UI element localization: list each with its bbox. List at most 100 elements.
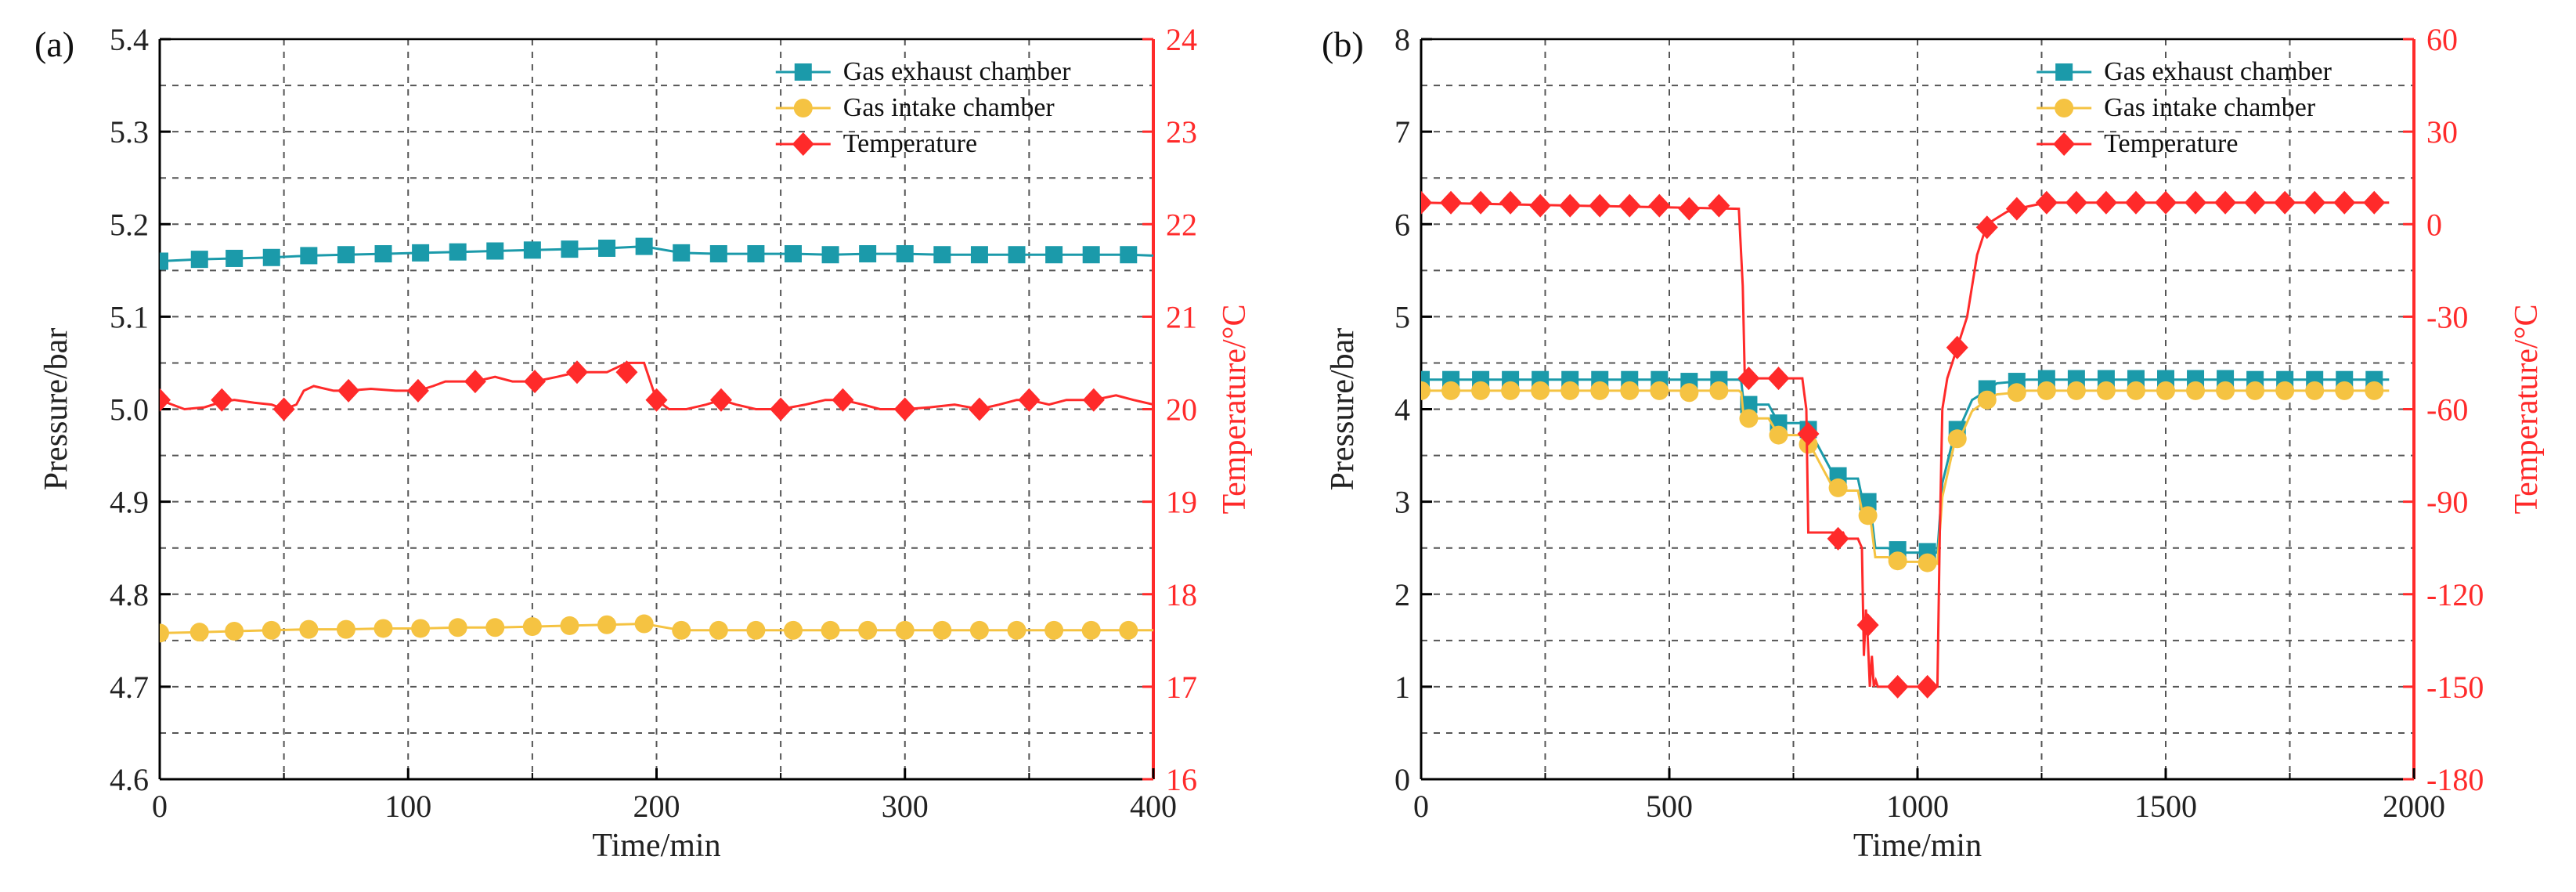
gas-exhaust-chamber-marker bbox=[1120, 246, 1138, 264]
gas-intake-chamber-marker bbox=[2246, 381, 2265, 400]
temperature-marker bbox=[2005, 197, 2028, 221]
x-tick-label: 300 bbox=[882, 789, 929, 824]
gas-exhaust-chamber-marker bbox=[1008, 246, 1026, 264]
gas-intake-chamber-marker bbox=[1119, 620, 1138, 640]
x-tick-label: 400 bbox=[1130, 789, 1177, 824]
x-tick-label: 200 bbox=[633, 789, 680, 824]
legend-marker-gas-intake-chamber bbox=[793, 99, 813, 117]
temperature-marker bbox=[645, 388, 668, 412]
temperature-marker bbox=[1529, 193, 1552, 218]
gas-intake-chamber-marker bbox=[746, 620, 766, 640]
gas-intake-chamber-marker bbox=[262, 620, 281, 640]
x-axis-title: Time/min bbox=[1853, 828, 1982, 864]
gas-intake-chamber-marker bbox=[2096, 381, 2116, 400]
gas-exhaust-chamber-line bbox=[160, 245, 1153, 262]
temperature-marker bbox=[1082, 388, 1105, 412]
gas-intake-chamber-marker bbox=[1977, 390, 1997, 410]
temperature-marker bbox=[1856, 613, 1879, 637]
gas-exhaust-chamber-marker bbox=[523, 241, 541, 259]
plot-area bbox=[1421, 190, 2390, 699]
gas-exhaust-chamber-marker bbox=[449, 243, 467, 261]
temperature-marker bbox=[2035, 190, 2058, 215]
gas-intake-chamber-marker bbox=[1709, 381, 1729, 400]
gas-exhaust-chamber-marker bbox=[412, 244, 430, 262]
gas-intake-chamber-marker bbox=[2305, 381, 2325, 400]
gas-intake-chamber-marker bbox=[2275, 381, 2295, 400]
temperature-marker bbox=[1018, 388, 1041, 412]
x-tick-label: 500 bbox=[1646, 789, 1693, 824]
temperature-marker bbox=[2214, 190, 2237, 215]
gas-exhaust-chamber-marker bbox=[635, 237, 653, 255]
legend-label-temperature: Temperature bbox=[2104, 129, 2238, 158]
temperature-marker bbox=[1648, 193, 1671, 218]
temperature-marker bbox=[211, 388, 233, 412]
y2-tick-label: -150 bbox=[2426, 670, 2484, 705]
gas-intake-chamber-marker bbox=[1044, 620, 1064, 640]
temperature-marker bbox=[1737, 367, 1760, 391]
temperature-marker bbox=[337, 378, 360, 403]
gas-exhaust-chamber-marker bbox=[896, 245, 914, 263]
y-tick-label: 5.0 bbox=[110, 392, 149, 428]
gas-exhaust-chamber-marker bbox=[1082, 246, 1100, 264]
gas-intake-chamber-marker bbox=[299, 619, 319, 639]
y2-tick-label: -60 bbox=[2426, 392, 2468, 428]
gas-intake-chamber-marker bbox=[1421, 381, 1431, 400]
temperature-marker bbox=[1440, 190, 1463, 215]
temperature-marker bbox=[2094, 190, 2117, 215]
legend-marker-gas-intake-chamber bbox=[2055, 99, 2074, 117]
temperature-marker bbox=[1678, 197, 1701, 221]
legend-marker-gas-exhaust-chamber bbox=[794, 63, 812, 81]
x-tick-label: 100 bbox=[384, 789, 431, 824]
plot-area bbox=[160, 237, 1153, 643]
panel-label: (b) bbox=[1322, 24, 1364, 64]
temperature-marker bbox=[2244, 190, 2267, 215]
gas-exhaust-chamber-marker bbox=[747, 245, 765, 263]
legend-label-gas-exhaust-chamber: Gas exhaust chamber bbox=[2104, 57, 2332, 86]
gas-intake-chamber-marker bbox=[634, 614, 654, 634]
gas-intake-chamber-marker bbox=[1769, 425, 1788, 445]
temperature-marker bbox=[2304, 190, 2326, 215]
gas-intake-chamber-marker bbox=[1560, 381, 1580, 400]
gas-intake-chamber-marker bbox=[1679, 383, 1699, 403]
gas-intake-chamber-marker bbox=[1441, 381, 1461, 400]
y2-tick-label: 21 bbox=[1166, 299, 1197, 334]
y2-axis-title: Temperature/°C bbox=[2509, 304, 2545, 514]
temperature-marker bbox=[709, 388, 732, 412]
gas-intake-chamber-marker bbox=[2037, 381, 2056, 400]
gas-intake-chamber-marker bbox=[411, 619, 431, 638]
temperature-marker bbox=[1946, 335, 1968, 359]
gas-intake-chamber-marker bbox=[448, 618, 467, 637]
temperature-marker bbox=[1618, 193, 1641, 218]
legend-label-gas-intake-chamber: Gas intake chamber bbox=[843, 93, 1055, 122]
gas-exhaust-chamber-marker bbox=[1045, 246, 1063, 264]
gas-intake-chamber-marker bbox=[2007, 383, 2026, 403]
y2-tick-label: 0 bbox=[2426, 207, 2442, 242]
gas-intake-chamber-marker bbox=[1081, 620, 1101, 640]
y2-tick-label: 16 bbox=[1166, 762, 1197, 797]
legend-label-temperature: Temperature bbox=[843, 129, 977, 158]
temperature-marker bbox=[770, 397, 792, 421]
gas-intake-chamber-marker bbox=[2066, 381, 2086, 400]
y-tick-label: 7 bbox=[1394, 114, 1410, 150]
gas-intake-chamber-marker bbox=[189, 623, 209, 642]
y2-tick-label: 19 bbox=[1166, 485, 1197, 520]
gas-intake-chamber-marker bbox=[1918, 553, 1937, 572]
panel-a: 0 100 200 300 400 4.6 4.7 4.8 4.9 5.0 5.1 5.2 5.3 5.4… bbox=[34, 22, 1253, 864]
x-tick-label: 1000 bbox=[1886, 789, 1949, 824]
gas-intake-chamber-line bbox=[160, 622, 1153, 634]
gas-exhaust-chamber-marker bbox=[673, 244, 691, 262]
gas-intake-chamber-marker bbox=[225, 622, 244, 641]
temperature-marker bbox=[1470, 190, 1492, 215]
gas-intake-chamber-marker bbox=[522, 617, 542, 637]
gas-exhaust-chamber-marker bbox=[859, 245, 877, 263]
y-tick-label: 4.7 bbox=[110, 670, 149, 705]
gas-intake-chamber-marker bbox=[1501, 381, 1521, 400]
gas-intake-chamber-marker bbox=[858, 620, 878, 640]
gas-intake-chamber-marker bbox=[1650, 381, 1669, 400]
gas-intake-chamber-marker bbox=[2126, 381, 2145, 400]
temperature-marker bbox=[2333, 190, 2356, 215]
gas-intake-chamber-marker bbox=[933, 620, 952, 640]
gas-intake-chamber-marker bbox=[969, 620, 989, 640]
temperature-marker bbox=[2274, 190, 2296, 215]
